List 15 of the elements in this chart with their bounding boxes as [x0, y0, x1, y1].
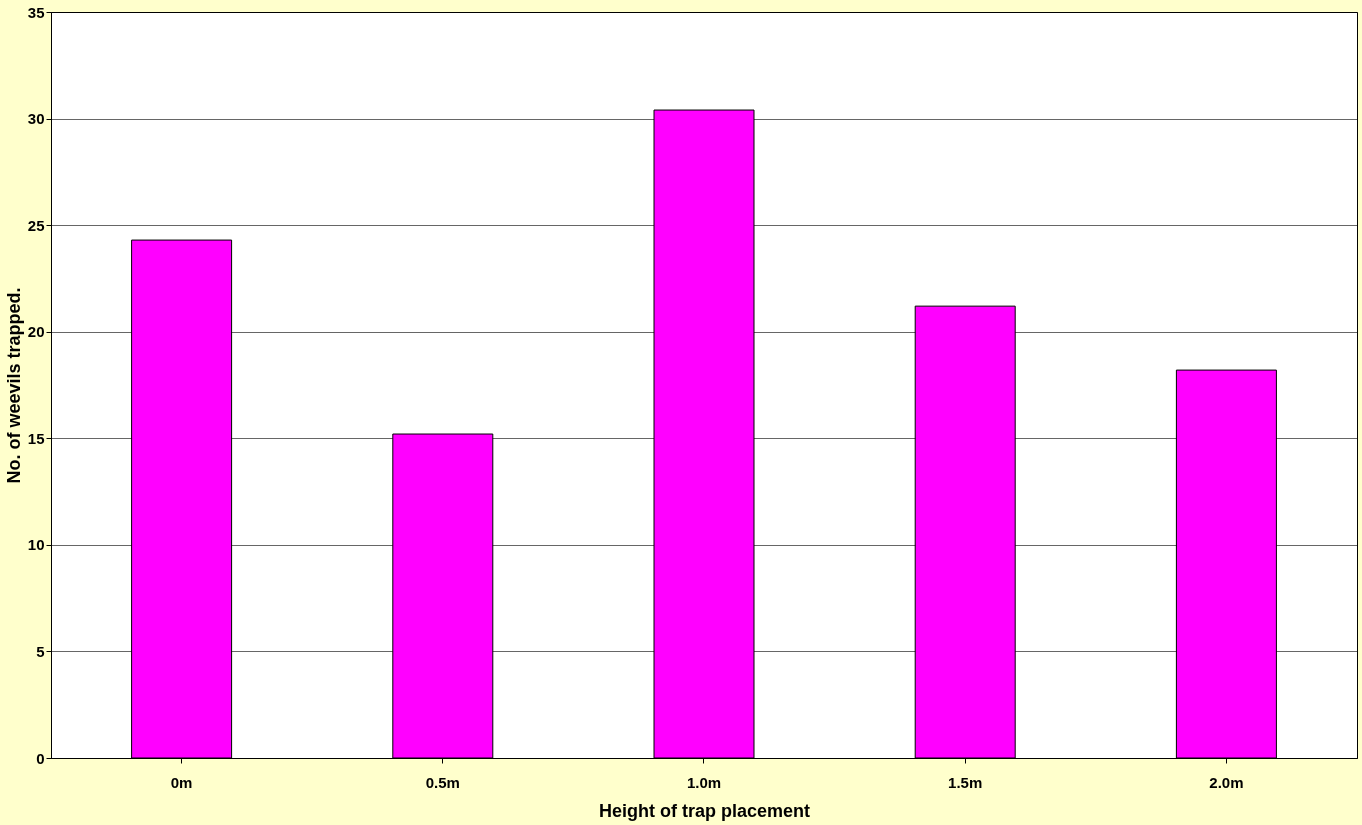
y-tick-label: 25 — [27, 216, 45, 234]
y-tick-label: 15 — [27, 429, 45, 447]
y-tick-label: 20 — [27, 323, 45, 341]
x-axis-title: Height of trap placement — [598, 800, 811, 821]
x-tick-label: 0.5m — [425, 773, 460, 791]
x-tick-label: 0m — [170, 773, 193, 791]
y-tick-label: 5 — [36, 642, 45, 660]
y-tick-label: 10 — [27, 536, 45, 554]
y-tick-label: 30 — [27, 110, 45, 128]
x-tick-label: 2.0m — [1209, 773, 1244, 791]
x-tick-label: 1.5m — [948, 773, 983, 791]
y-axis-title: No. of weevils trapped. — [3, 287, 24, 484]
y-tick-label: 35 — [27, 3, 45, 21]
y-tick-label: 0 — [36, 749, 45, 767]
x-tick-label: 1.0m — [686, 773, 722, 791]
